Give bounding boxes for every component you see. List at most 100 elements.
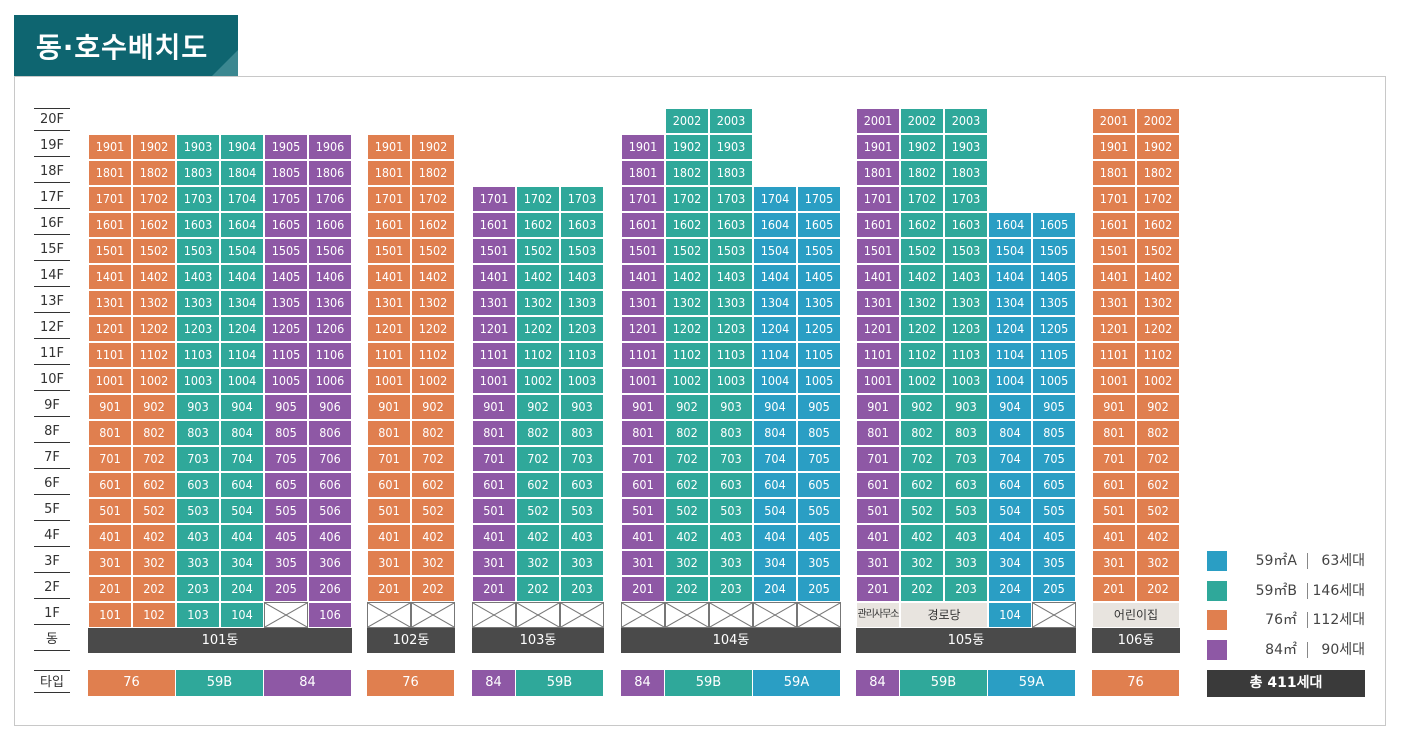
unit-cell: 1106 — [308, 342, 352, 368]
unit-cell: 1405 — [1032, 264, 1076, 290]
unit-cell: 1405 — [797, 264, 841, 290]
floor-label: 1F — [34, 602, 70, 625]
unit-cell: 1006 — [308, 368, 352, 394]
unit-cell: 1503 — [709, 238, 753, 264]
unit-cell: 1002 — [411, 368, 455, 394]
type-segment: 59B — [176, 670, 264, 696]
legend-item: 59㎡B 146세대 — [1207, 580, 1367, 602]
unit-cell: 406 — [308, 524, 352, 550]
unit-cell: 1403 — [944, 264, 988, 290]
unit-cell: 701 — [88, 446, 132, 472]
unit-cell: 1105 — [1032, 342, 1076, 368]
unit-cell: 2001 — [856, 108, 900, 134]
unit-cell: 702 — [900, 446, 944, 472]
unit-cell: 305 — [797, 550, 841, 576]
unit-cell: 1103 — [176, 342, 220, 368]
unit-cell: 901 — [621, 394, 665, 420]
unit-cell: 403 — [944, 524, 988, 550]
floor-label: 10F — [34, 368, 70, 391]
unit-cell: 1604 — [988, 212, 1032, 238]
unit-cell: 1803 — [176, 160, 220, 186]
unit-cell: 703 — [176, 446, 220, 472]
unit-cell: 602 — [411, 472, 455, 498]
unit-cell: 1404 — [988, 264, 1032, 290]
unit-cell: 1502 — [516, 238, 560, 264]
unit-cell: 803 — [944, 420, 988, 446]
unit-cell: 1305 — [264, 290, 308, 316]
unit-cell: 1002 — [516, 368, 560, 394]
unit-cell: 1004 — [753, 368, 797, 394]
unit-cell: 603 — [560, 472, 604, 498]
unit-cell: 401 — [621, 524, 665, 550]
unit-cell: 1306 — [308, 290, 352, 316]
unit-cell: 1002 — [665, 368, 709, 394]
legend-item: 84㎡ 90세대 — [1207, 639, 1367, 661]
unit-cell: 601 — [1092, 472, 1136, 498]
unit-cell: 1201 — [472, 316, 516, 342]
unit-cell: 1202 — [516, 316, 560, 342]
unit-cell: 1502 — [1136, 238, 1180, 264]
unit-cell: 503 — [560, 498, 604, 524]
unit-cell: 1804 — [220, 160, 264, 186]
unit-cell: 203 — [560, 576, 604, 602]
unit-cell: 403 — [176, 524, 220, 550]
unit-cell: 1902 — [900, 134, 944, 160]
unit-cell: 1403 — [176, 264, 220, 290]
unit-cell: 1904 — [220, 134, 264, 160]
empty-unit-cell — [709, 602, 753, 628]
unit-cell: 1901 — [621, 134, 665, 160]
unit-cell: 1301 — [1092, 290, 1136, 316]
facility-cell: 어린이집 — [1092, 602, 1180, 628]
unit-cell: 1701 — [1092, 186, 1136, 212]
unit-cell: 506 — [308, 498, 352, 524]
unit-cell: 1401 — [367, 264, 411, 290]
unit-cell: 1001 — [1092, 368, 1136, 394]
type-segment: 59B — [900, 670, 988, 696]
floor-label: 2F — [34, 576, 70, 599]
floor-label: 16F — [34, 212, 70, 235]
unit-cell: 1701 — [88, 186, 132, 212]
unit-cell: 1001 — [472, 368, 516, 394]
unit-cell: 1702 — [665, 186, 709, 212]
unit-cell: 201 — [856, 576, 900, 602]
cross-icon — [264, 602, 308, 628]
unit-cell: 1505 — [1032, 238, 1076, 264]
unit-cell: 301 — [856, 550, 900, 576]
unit-cell: 701 — [472, 446, 516, 472]
unit-cell: 1401 — [856, 264, 900, 290]
unit-cell: 405 — [797, 524, 841, 550]
unit-cell: 903 — [709, 394, 753, 420]
unit-cell: 1303 — [176, 290, 220, 316]
unit-cell: 401 — [472, 524, 516, 550]
unit-cell: 1404 — [220, 264, 264, 290]
unit-cell: 1302 — [665, 290, 709, 316]
unit-cell: 1104 — [988, 342, 1032, 368]
unit-cell: 1303 — [560, 290, 604, 316]
unit-cell: 301 — [88, 550, 132, 576]
unit-cell: 1001 — [621, 368, 665, 394]
unit-cell: 1205 — [1032, 316, 1076, 342]
unit-cell: 1701 — [621, 186, 665, 212]
unit-cell: 502 — [132, 498, 176, 524]
unit-cell: 1004 — [220, 368, 264, 394]
unit-cell: 1101 — [1092, 342, 1136, 368]
type-segment: 76 — [1092, 670, 1180, 696]
unit-cell: 301 — [472, 550, 516, 576]
unit-cell: 1504 — [988, 238, 1032, 264]
unit-cell: 1003 — [176, 368, 220, 394]
unit-cell: 1205 — [264, 316, 308, 342]
unit-cell: 305 — [1032, 550, 1076, 576]
cross-icon — [560, 602, 604, 628]
unit-cell: 1302 — [1136, 290, 1180, 316]
unit-cell: 1604 — [220, 212, 264, 238]
floor-label: 18F — [34, 160, 70, 183]
unit-cell: 1301 — [621, 290, 665, 316]
unit-cell: 1801 — [856, 160, 900, 186]
building-label: 104동 — [621, 628, 841, 653]
unit-cell: 1102 — [411, 342, 455, 368]
legend-area: 59㎡B — [1255, 583, 1297, 599]
unit-cell: 1302 — [411, 290, 455, 316]
unit-cell: 1901 — [88, 134, 132, 160]
floor-label: 9F — [34, 394, 70, 417]
unit-cell: 1702 — [411, 186, 455, 212]
